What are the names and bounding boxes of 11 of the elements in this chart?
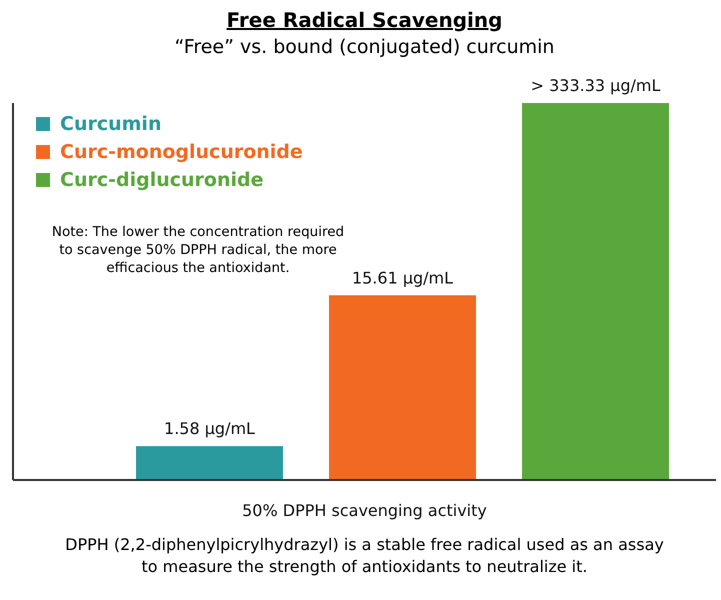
legend-label: Curc-diglucuronide bbox=[60, 169, 264, 191]
x-axis-title: 50% DPPH scavenging activity bbox=[242, 501, 487, 520]
legend-label: Curcumin bbox=[60, 113, 162, 135]
annotation: Note: The lower the concentration required to scavenge 50% DPPH radical, the more efficacious the antioxidant. bbox=[50, 223, 346, 278]
chart-title: Free Radical Scavenging bbox=[226, 8, 504, 32]
chart-subtitle: “Free” vs. bound (conjugated) curcumin bbox=[174, 36, 556, 58]
annotation: 15.61 µg/mL bbox=[352, 268, 454, 288]
text: > 333.33 µg/mL bbox=[530, 76, 660, 95]
legend-label: Curc-monoglucuronide bbox=[60, 141, 303, 163]
annotation: 1.58 µg/mL bbox=[164, 419, 256, 438]
text: DPPH (2,2-diphenylpicrylhydrazyl) is a stable free radical used as an assay to measure the strength of antioxidants to neutralize it. bbox=[64, 534, 665, 578]
